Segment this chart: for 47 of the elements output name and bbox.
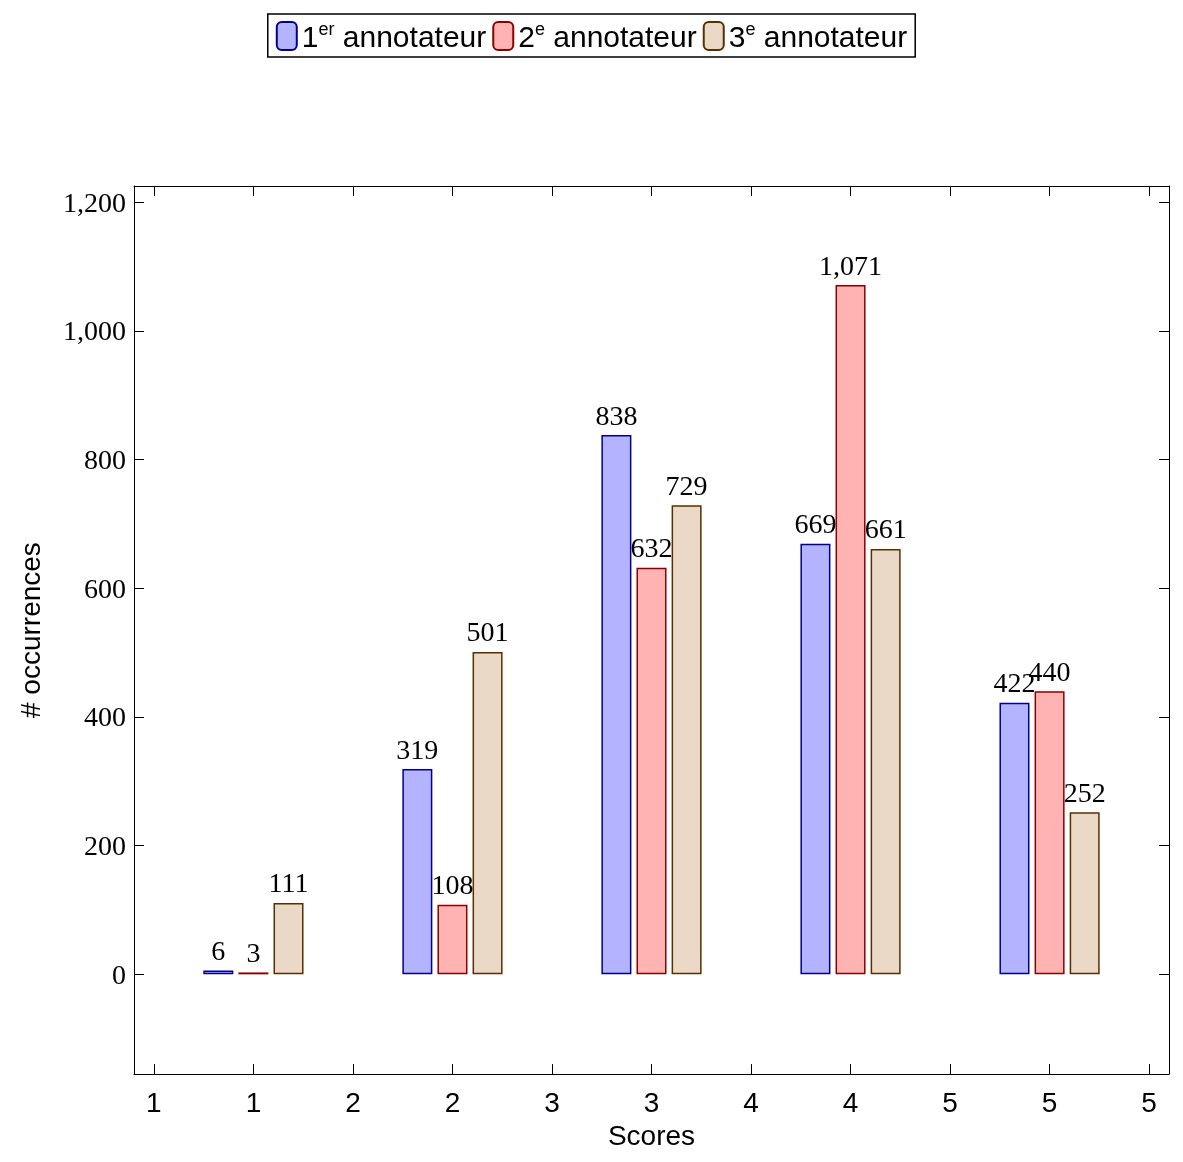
- y-tick-label: 600: [84, 572, 126, 604]
- data-label: 669: [794, 508, 837, 540]
- x-tick-label: 5: [942, 1086, 958, 1118]
- data-label: 661: [864, 513, 907, 545]
- bar: [835, 285, 866, 975]
- x-tick-label: 2: [444, 1086, 461, 1118]
- x-axis-title: Scores: [607, 1119, 696, 1151]
- y-tick-label: 200: [84, 830, 126, 862]
- data-label: 319: [396, 733, 439, 765]
- x-tick-label: 3: [643, 1086, 660, 1118]
- y-tick-label: 0: [112, 958, 126, 990]
- bar: [1069, 812, 1100, 975]
- bar: [800, 543, 831, 975]
- y-tick-label: 400: [84, 701, 126, 733]
- bar: [999, 702, 1030, 975]
- x-tick-label: 4: [842, 1086, 859, 1118]
- x-tick-label: 4: [743, 1086, 759, 1118]
- bar: [472, 651, 503, 975]
- x-tick-label: 2: [345, 1086, 361, 1118]
- bar: [636, 567, 667, 975]
- bar: [437, 904, 468, 975]
- data-label: 729: [665, 469, 708, 501]
- x-tick-label: 5: [1041, 1086, 1058, 1118]
- data-label: 111: [268, 867, 309, 899]
- bar: [671, 505, 702, 975]
- data-label: 6: [211, 934, 226, 966]
- x-tick-label: 1: [146, 1086, 162, 1118]
- data-label: 501: [466, 616, 509, 648]
- y-tick-label: 1,200: [63, 186, 126, 218]
- bar: [1034, 691, 1065, 975]
- data-label: 108: [431, 869, 474, 901]
- bar: [601, 435, 632, 975]
- y-tick-label: 800: [84, 444, 126, 476]
- data-label: 632: [630, 532, 673, 564]
- bar: [203, 970, 234, 975]
- data-label: 1,071: [819, 249, 883, 281]
- x-tick-label: 5: [1141, 1086, 1157, 1118]
- bar: [402, 769, 433, 975]
- data-label: 3: [246, 936, 261, 968]
- bar: [273, 902, 304, 975]
- x-tick-label: 3: [544, 1086, 560, 1118]
- x-tick-label: 1: [245, 1086, 262, 1118]
- bar: [870, 548, 901, 975]
- y-tick-label: 1,000: [63, 315, 126, 347]
- data-label: 252: [1063, 776, 1106, 808]
- data-label: 838: [595, 399, 638, 431]
- y-axis-title: # occurrences: [14, 542, 46, 718]
